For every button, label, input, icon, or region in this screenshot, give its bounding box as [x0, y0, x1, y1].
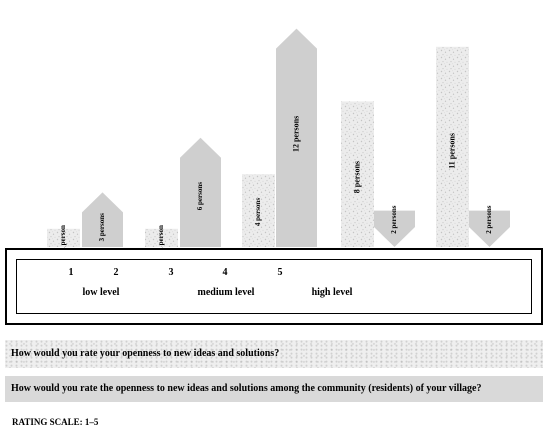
- scale-number-5: 5: [277, 267, 283, 278]
- arrow-community-4: [374, 210, 415, 247]
- bar-own-1: [47, 228, 80, 247]
- arrow-community-2: [180, 137, 221, 247]
- bar-label-community-1: 3 persons: [98, 213, 106, 241]
- bar-label-community-3: 12 persons: [291, 116, 300, 152]
- bar-label-community-4: 2 persons: [390, 205, 398, 233]
- bar-own-5: [436, 46, 469, 247]
- scale-number-2: 2: [113, 267, 119, 278]
- bar-own-3: [242, 174, 275, 247]
- bar-label-community-2: 6 persons: [196, 182, 204, 210]
- bar-own-4: [341, 101, 374, 248]
- rating-scale-inner-box: [16, 259, 532, 314]
- question-community-openness: How would you rate the openness to new i…: [5, 376, 543, 402]
- scale-number-1: 1: [68, 267, 74, 278]
- bar-own-2: [145, 228, 178, 247]
- bar-label-own-1: 1 person: [59, 225, 67, 250]
- level-label-high: high level: [311, 287, 353, 298]
- bar-label-own-5: 11 persons: [447, 133, 456, 169]
- rating-scale-box: [5, 248, 543, 325]
- scale-number-4: 4: [222, 267, 228, 278]
- arrow-community-3: [276, 28, 317, 247]
- arrow-community-5: [469, 210, 510, 247]
- bar-label-own-3: 4 persons: [254, 198, 262, 226]
- question-own-openness: How would you rate your openness to new …: [5, 340, 543, 368]
- level-label-low: low level: [82, 287, 120, 298]
- bar-chart: 1 person 1 person 4 persons 8 persons 11 per…: [47, 28, 510, 250]
- rating-scale-label: RATING SCALE: 1–5: [12, 417, 99, 427]
- arrow-community-1: [82, 192, 123, 247]
- bar-label-own-2: 1 person: [157, 225, 165, 250]
- level-label-medium: medium level: [197, 287, 255, 298]
- bar-label-community-5: 2 persons: [485, 205, 493, 233]
- scale-number-3: 3: [168, 267, 174, 278]
- bar-label-own-4: 8 persons: [352, 161, 361, 193]
